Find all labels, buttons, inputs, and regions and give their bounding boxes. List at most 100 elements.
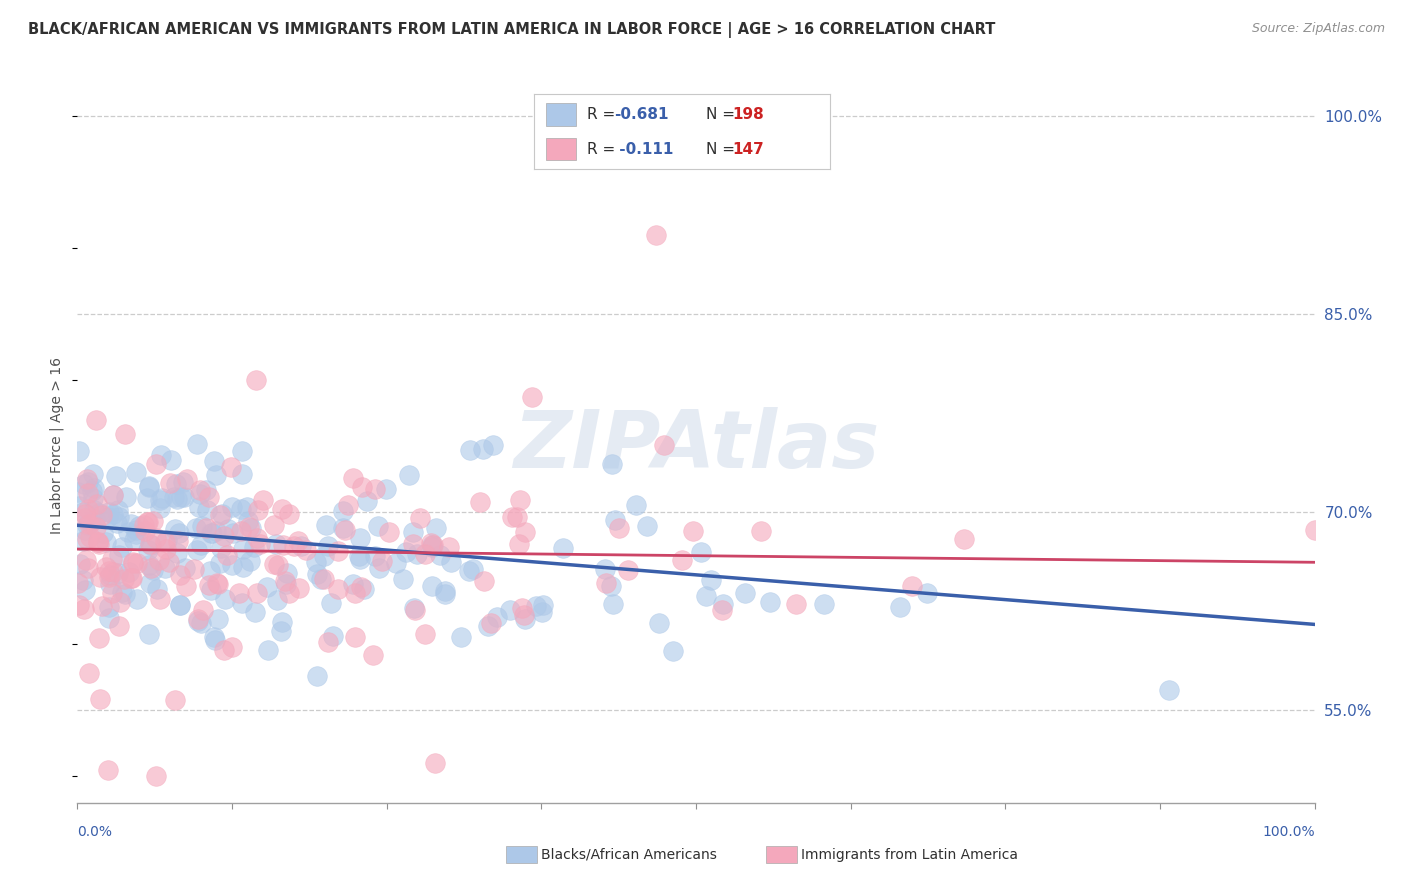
Point: [191, 603, 214, 617]
Point: [605, 514, 627, 528]
Point: [156, 533, 179, 548]
Point: [229, 524, 252, 538]
Point: [305, 566, 328, 581]
Point: [328, 582, 350, 596]
Point: [239, 521, 262, 535]
Point: [343, 630, 366, 644]
Point: [75, 510, 97, 524]
Point: [107, 548, 129, 562]
Point: [125, 465, 148, 479]
Point: [169, 598, 191, 612]
Point: [67, 444, 90, 458]
Point: [499, 603, 522, 617]
Point: [278, 585, 301, 599]
Point: [76, 475, 98, 490]
Point: [207, 577, 229, 591]
Point: [245, 373, 267, 387]
Point: [188, 487, 211, 501]
Point: [238, 554, 260, 568]
Point: [332, 504, 354, 518]
Point: [103, 488, 125, 502]
Point: [433, 587, 456, 601]
Point: [190, 519, 212, 533]
Point: [97, 505, 120, 519]
Point: [506, 510, 529, 524]
Point: [138, 479, 160, 493]
Point: [429, 548, 451, 562]
Point: [111, 585, 134, 599]
Point: [371, 554, 394, 568]
Point: [513, 524, 536, 539]
Point: [75, 508, 97, 522]
Point: [952, 532, 974, 546]
Text: N =: N =: [706, 142, 740, 156]
Point: [264, 537, 287, 551]
Point: [145, 769, 167, 783]
Point: [107, 619, 129, 633]
Point: [136, 515, 159, 529]
Point: [205, 467, 228, 482]
Point: [163, 522, 186, 536]
Point: [501, 510, 523, 524]
Point: [458, 442, 481, 457]
Bar: [546, 103, 575, 126]
Point: [353, 582, 375, 596]
Point: [342, 577, 364, 591]
Point: [122, 533, 145, 548]
Point: [107, 503, 129, 517]
Point: [159, 475, 181, 490]
Point: [652, 438, 675, 452]
Point: [208, 556, 231, 570]
Point: [915, 586, 938, 600]
Point: [510, 600, 533, 615]
Point: [173, 561, 195, 575]
Point: [186, 543, 208, 558]
Point: [439, 555, 461, 569]
Point: [190, 616, 212, 631]
Point: [79, 530, 101, 544]
Point: [402, 524, 425, 539]
Point: [648, 615, 671, 630]
Point: [553, 541, 575, 556]
Point: [101, 586, 124, 600]
Point: [645, 227, 668, 242]
Point: [128, 519, 150, 533]
Point: [204, 524, 226, 538]
Point: [84, 512, 107, 526]
Point: [420, 538, 443, 552]
Point: [471, 442, 494, 456]
Point: [183, 562, 205, 576]
Point: [194, 520, 217, 534]
Point: [212, 529, 235, 543]
Point: [530, 605, 553, 619]
Point: [138, 575, 160, 590]
Point: [173, 490, 195, 504]
Point: [167, 533, 190, 548]
Point: [138, 558, 160, 572]
Point: [73, 601, 96, 615]
Point: [271, 538, 294, 552]
Point: [235, 500, 257, 514]
Point: [195, 503, 218, 517]
Point: [187, 614, 209, 628]
Point: [103, 508, 125, 522]
Point: [312, 572, 335, 586]
Point: [172, 475, 194, 489]
Point: [107, 566, 129, 580]
Point: [101, 565, 124, 579]
Point: [759, 594, 782, 608]
Point: [77, 561, 100, 575]
Point: [82, 467, 104, 481]
Point: [263, 558, 285, 572]
Point: [148, 552, 170, 566]
Point: [437, 540, 460, 554]
Point: [134, 517, 156, 532]
Point: [124, 526, 146, 541]
Point: [82, 491, 104, 505]
Point: [149, 592, 172, 607]
Point: [889, 599, 911, 614]
Point: [145, 457, 167, 471]
Point: [97, 763, 120, 777]
Point: [67, 499, 90, 513]
Point: [333, 523, 356, 537]
